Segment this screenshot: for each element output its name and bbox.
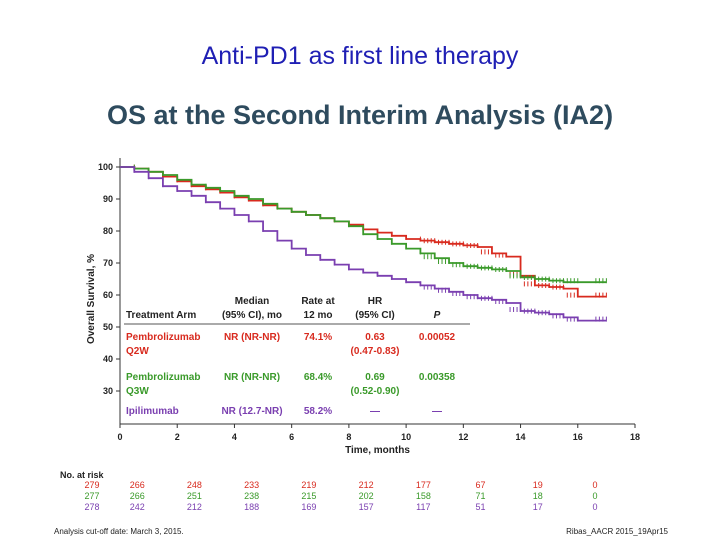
table-header-line2: (95% CI), mo: [222, 310, 282, 321]
table-median: NR (12.7-NR): [221, 406, 282, 417]
at-risk-label: No. at risk: [60, 470, 105, 480]
table-header-line1: Median: [235, 296, 269, 307]
at-risk-count: 188: [244, 502, 259, 512]
at-risk-count: 215: [301, 491, 316, 501]
chart-curves: [120, 164, 607, 322]
y-tick-label: 40: [103, 354, 113, 364]
table-legend-title: Treatment Arm: [126, 310, 196, 321]
y-tick-label: 80: [103, 226, 113, 236]
at-risk-count: 212: [187, 502, 202, 512]
y-tick-label: 60: [103, 290, 113, 300]
table-header-line1: HR: [368, 296, 383, 307]
x-tick-label: 12: [458, 432, 468, 442]
at-risk-count: 279: [84, 480, 99, 490]
at-risk-count: 278: [84, 502, 99, 512]
at-risk-count: 219: [301, 480, 316, 490]
table-p-value: —: [432, 406, 442, 417]
at-risk-count: 202: [359, 491, 374, 501]
x-tick-label: 16: [573, 432, 583, 442]
table-hr-ci: (0.52-0.90): [351, 386, 400, 397]
table-header-line1: Rate at: [301, 296, 335, 307]
table-p-value: 0.00358: [419, 372, 456, 383]
at-risk-count: 51: [476, 502, 486, 512]
at-risk-count: 169: [301, 502, 316, 512]
table-rate: 68.4%: [304, 372, 332, 383]
at-risk-count: 158: [416, 491, 431, 501]
x-tick-label: 14: [516, 432, 526, 442]
table-header-line2: (95% CI): [355, 310, 394, 321]
y-tick-label: 30: [103, 386, 113, 396]
table-rate: 74.1%: [304, 332, 332, 343]
table-arm-name-line2: Q3W: [126, 386, 149, 397]
table-hr: —: [370, 406, 380, 417]
table-arm-name: Pembrolizumab: [126, 332, 200, 343]
at-risk-count: 248: [187, 480, 202, 490]
at-risk-count: 242: [130, 502, 145, 512]
chart-axes: 30 40 50 60 70 80 90 100 0 2 4 6 8 10 12 14 16 18 Time, mo…: [86, 158, 640, 456]
table-p-value: 0.00052: [419, 332, 456, 343]
y-tick-label: 100: [98, 162, 113, 172]
y-tick-label: 50: [103, 322, 113, 332]
x-tick-label: 0: [117, 432, 122, 442]
at-risk-count: 17: [533, 502, 543, 512]
at-risk-count: 19: [533, 480, 543, 490]
table-arm-name: Pembrolizumab: [126, 372, 200, 383]
y-tick-label: 90: [103, 194, 113, 204]
chart-title: OS at the Second Interim Analysis (IA2): [106, 100, 614, 130]
at-risk-count: 0: [592, 491, 597, 501]
at-risk-count: 266: [130, 491, 145, 501]
km-curve-series-1: [120, 166, 607, 298]
x-tick-label: 4: [232, 432, 237, 442]
at-risk-count: 177: [416, 480, 431, 490]
table-arm-name: Ipilimumab: [126, 406, 179, 417]
table-median: NR (NR-NR): [224, 332, 280, 343]
y-axis-label: Overall Survival, %: [86, 254, 97, 344]
at-risk-count: 18: [533, 491, 543, 501]
at-risk-count: 251: [187, 491, 202, 501]
km-curve-series-3: [120, 166, 607, 322]
slide-title: Anti-PD1 as first line therapy: [201, 42, 519, 70]
at-risk-count: 157: [359, 502, 374, 512]
table-hr: 0.69: [365, 372, 385, 383]
table-header-line2: P: [434, 310, 441, 321]
y-tick-label: 70: [103, 258, 113, 268]
at-risk-count: 277: [84, 491, 99, 501]
table-rate: 58.2%: [304, 406, 332, 417]
at-risk-count: 0: [592, 480, 597, 490]
at-risk-count: 233: [244, 480, 259, 490]
table-median: NR (NR-NR): [224, 372, 280, 383]
at-risk-count: 67: [476, 480, 486, 490]
table-header-line2: 12 mo: [304, 310, 333, 321]
x-tick-label: 6: [289, 432, 294, 442]
at-risk-count: 117: [416, 502, 430, 512]
at-risk-count: 212: [359, 480, 374, 490]
table-hr: 0.63: [365, 332, 385, 343]
x-tick-label: 8: [346, 432, 351, 442]
x-tick-label: 2: [175, 432, 180, 442]
footer-cutoff-note: Analysis cut-off date: March 3, 2015.: [54, 527, 184, 536]
at-risk-count: 238: [244, 491, 259, 501]
table-arm-name-line2: Q2W: [126, 346, 149, 357]
x-axis-label: Time, months: [345, 445, 410, 456]
at-risk-count: 71: [476, 491, 486, 501]
at-risk-count: 266: [130, 480, 145, 490]
at-risk-count: 0: [592, 502, 597, 512]
footer-citation: Ribas_AACR 2015_19Apr15: [566, 527, 668, 536]
summary-table: Treatment Arm Median (95% CI), mo Rate at 12…: [124, 296, 470, 417]
x-tick-label: 10: [401, 432, 411, 442]
table-hr-ci: (0.47-0.83): [351, 346, 400, 357]
x-tick-label: 18: [630, 432, 640, 442]
